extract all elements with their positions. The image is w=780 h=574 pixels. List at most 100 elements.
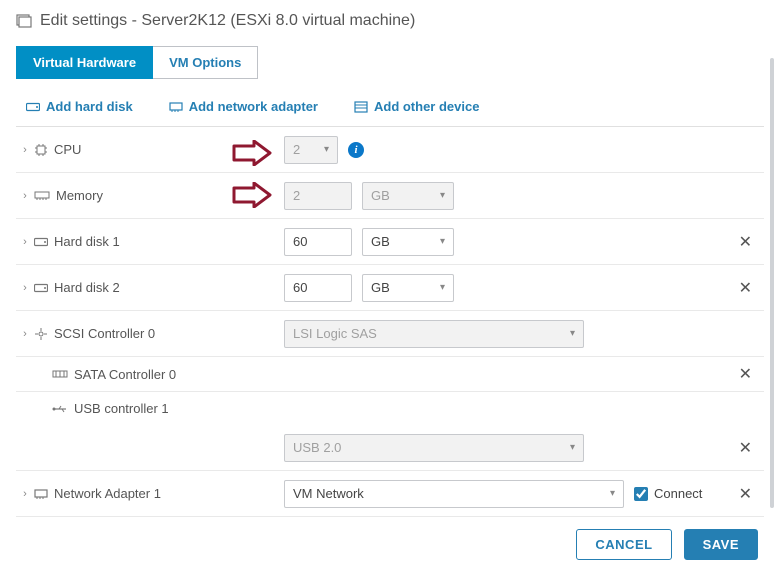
memory-icon — [34, 190, 50, 202]
cpu-label-group: CPU — [34, 142, 284, 157]
row-sata-controller: SATA Controller 0 ✕ — [16, 357, 764, 391]
memory-label-group: Memory — [34, 188, 284, 203]
disk-icon — [34, 236, 48, 248]
chevron-down-icon: ▾ — [324, 144, 329, 155]
add-network-adapter-link[interactable]: Add network adapter — [169, 99, 318, 114]
expand-memory[interactable]: › — [16, 190, 34, 202]
nic-connect-checkbox[interactable]: Connect — [634, 486, 702, 501]
tabs: Virtual Hardware VM Options — [16, 46, 764, 79]
nic-label: Network Adapter 1 — [54, 486, 161, 501]
add-network-adapter-label: Add network adapter — [189, 99, 318, 114]
row-cpu: › CPU 2 ▾ i — [16, 127, 764, 173]
usb-type-value: USB 2.0 — [293, 440, 341, 455]
hd2-label: Hard disk 2 — [54, 280, 120, 295]
row-scsi-controller: › SCSI Controller 0 LSI Logic SAS ▾ — [16, 311, 764, 357]
usb-type-select[interactable]: USB 2.0 ▾ — [284, 434, 584, 462]
hd2-size-input[interactable] — [284, 274, 352, 302]
settings-body: › CPU 2 ▾ i › Memory — [16, 126, 764, 517]
sata-label: SATA Controller 0 — [74, 367, 176, 382]
cpu-count-value: 2 — [293, 142, 324, 157]
usb-controls: USB 2.0 ▾ — [284, 434, 739, 462]
hd2-label-group: Hard disk 2 — [34, 280, 284, 295]
modal-title-row: Edit settings - Server2K12 (ESXi 8.0 vir… — [16, 12, 764, 46]
nic-network-select[interactable]: VM Network ▾ — [284, 480, 624, 508]
row-hard-disk-1: › Hard disk 1 GB ▾ ✕ — [16, 219, 764, 265]
nic-icon — [34, 488, 48, 500]
nic-icon — [169, 101, 183, 113]
add-hard-disk-label: Add hard disk — [46, 99, 133, 114]
usb-label: USB controller 1 — [74, 401, 169, 416]
edit-settings-modal: Edit settings - Server2K12 (ESXi 8.0 vir… — [0, 0, 780, 574]
sata-icon — [52, 369, 68, 379]
scsi-icon — [34, 327, 48, 341]
device-icon — [354, 101, 368, 113]
nic-network-value: VM Network — [293, 486, 364, 501]
hd1-label-group: Hard disk 1 — [34, 234, 284, 249]
usb-label-group: USB controller 1 — [34, 401, 284, 416]
tab-virtual-hardware[interactable]: Virtual Hardware — [16, 46, 153, 79]
remove-sata[interactable]: ✕ — [739, 364, 758, 384]
row-network-adapter: › Network Adapter 1 VM Network ▾ Connect… — [16, 471, 764, 517]
scsi-type-select[interactable]: LSI Logic SAS ▾ — [284, 320, 584, 348]
hd1-unit-select[interactable]: GB ▾ — [362, 228, 454, 256]
chevron-down-icon: ▾ — [440, 282, 445, 293]
modal-footer: CANCEL SAVE — [576, 529, 758, 560]
expand-cpu[interactable]: › — [16, 144, 34, 156]
usb-icon — [52, 404, 68, 414]
remove-usb[interactable]: ✕ — [739, 438, 758, 458]
hd1-label: Hard disk 1 — [54, 234, 120, 249]
tab-vm-options[interactable]: VM Options — [153, 46, 258, 79]
chevron-down-icon: ▾ — [610, 488, 615, 499]
hd1-controls: GB ▾ — [284, 228, 739, 256]
scsi-controls: LSI Logic SAS ▾ — [284, 320, 758, 348]
vm-icon — [16, 13, 32, 29]
nic-connect-label: Connect — [654, 486, 702, 501]
save-button[interactable]: SAVE — [684, 529, 758, 560]
memory-controls: GB ▾ — [284, 182, 758, 210]
expand-hd1[interactable]: › — [16, 236, 34, 248]
hd2-unit-select[interactable]: GB ▾ — [362, 274, 454, 302]
expand-hd2[interactable]: › — [16, 282, 34, 294]
hd1-unit-value: GB — [371, 234, 440, 249]
nic-label-group: Network Adapter 1 — [34, 486, 284, 501]
row-hard-disk-2: › Hard disk 2 GB ▾ ✕ — [16, 265, 764, 311]
nic-connect-input[interactable] — [634, 487, 648, 501]
row-usb-type: USB 2.0 ▾ ✕ — [16, 425, 764, 471]
memory-unit-value: GB — [371, 188, 440, 203]
scsi-type-value: LSI Logic SAS — [293, 326, 377, 341]
modal-title: Edit settings - Server2K12 (ESXi 8.0 vir… — [40, 12, 415, 30]
cpu-controls: 2 ▾ i — [284, 136, 758, 164]
toolbar-links: Add hard disk Add network adapter Add ot… — [16, 93, 764, 126]
sata-label-group: SATA Controller 0 — [34, 367, 284, 382]
info-icon[interactable]: i — [348, 142, 364, 158]
chevron-down-icon: ▾ — [570, 328, 575, 339]
chevron-down-icon: ▾ — [440, 190, 445, 201]
cancel-button[interactable]: CANCEL — [576, 529, 671, 560]
cpu-label: CPU — [54, 142, 81, 157]
memory-value-input[interactable] — [284, 182, 352, 210]
remove-hd2[interactable]: ✕ — [739, 278, 758, 298]
add-other-device-link[interactable]: Add other device — [354, 99, 479, 114]
remove-nic[interactable]: ✕ — [739, 484, 758, 504]
add-other-device-label: Add other device — [374, 99, 479, 114]
disk-icon — [26, 101, 40, 113]
nic-controls: VM Network ▾ Connect — [284, 480, 739, 508]
add-hard-disk-link[interactable]: Add hard disk — [26, 99, 133, 114]
disk-icon — [34, 282, 48, 294]
hd2-controls: GB ▾ — [284, 274, 739, 302]
expand-scsi[interactable]: › — [16, 328, 34, 340]
chevron-down-icon: ▾ — [440, 236, 445, 247]
cpu-count-select[interactable]: 2 ▾ — [284, 136, 338, 164]
chevron-down-icon: ▾ — [570, 442, 575, 453]
scrollbar[interactable] — [770, 58, 774, 508]
scsi-label-group: SCSI Controller 0 — [34, 326, 284, 341]
remove-hd1[interactable]: ✕ — [739, 232, 758, 252]
hd2-unit-value: GB — [371, 280, 440, 295]
row-usb-controller: USB controller 1 — [16, 391, 764, 425]
scsi-label: SCSI Controller 0 — [54, 326, 155, 341]
cpu-icon — [34, 143, 48, 157]
memory-label: Memory — [56, 188, 103, 203]
expand-nic[interactable]: › — [16, 488, 34, 500]
hd1-size-input[interactable] — [284, 228, 352, 256]
memory-unit-select[interactable]: GB ▾ — [362, 182, 454, 210]
